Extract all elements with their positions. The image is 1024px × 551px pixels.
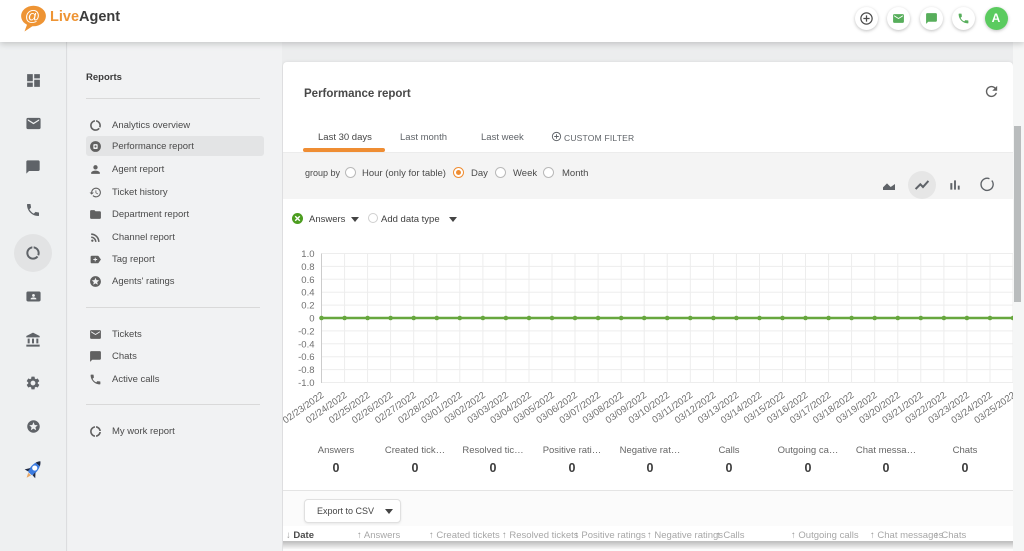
svg-text:@: @ bbox=[25, 8, 40, 25]
